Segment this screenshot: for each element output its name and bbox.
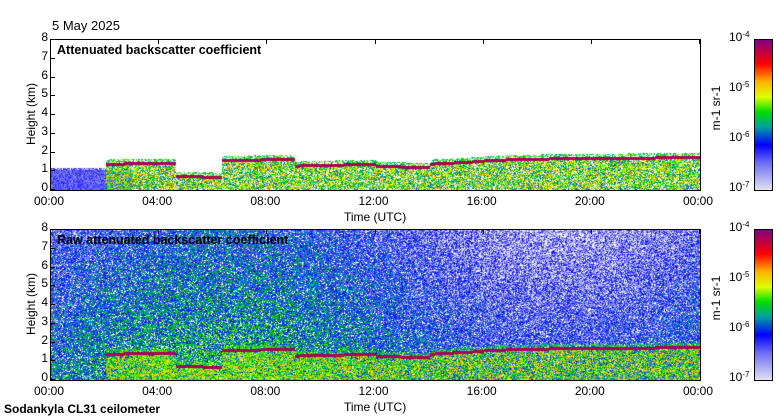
x-tick-label: 20:00 (574, 384, 605, 398)
x-tick-mark (482, 230, 484, 234)
colorbar-tick-label: 10-7 (729, 180, 750, 194)
y-tick-label: 0 (41, 370, 48, 384)
y-tick-label: 2 (41, 332, 48, 347)
colorbar-tick-label: 10-5 (729, 80, 750, 94)
x-tick-mark (266, 230, 268, 234)
x-tick-label: 00:00 (683, 384, 714, 398)
y-tick-label: 2 (41, 142, 48, 157)
y-tick-mark (51, 39, 55, 40)
y-tick-mark (51, 266, 55, 268)
colorbar-tick-label: 10-6 (729, 130, 750, 144)
exponent: -7 (742, 180, 750, 189)
colorbar (754, 39, 773, 191)
y-tick-mark (51, 229, 55, 230)
heatmap-panel-2: Raw attenuated backscatter coefficient (50, 229, 701, 381)
x-tick-mark (590, 40, 592, 44)
colorbar-tick-label: 10-7 (729, 370, 750, 384)
y-tick-label: 7 (41, 48, 48, 63)
y-tick-label: 4 (41, 105, 48, 119)
exponent: -4 (742, 30, 750, 39)
x-tick-label: 20:00 (574, 194, 605, 208)
y-axis-label: Height (km) (24, 83, 38, 146)
colorbar-tick-label: 10-6 (729, 320, 750, 334)
exponent: -5 (742, 80, 750, 89)
x-tick-mark (158, 230, 160, 234)
y-tick-label: 3 (41, 123, 48, 138)
y-tick-mark (51, 76, 55, 78)
colorbar-tick-label: 10-5 (729, 270, 750, 284)
x-tick-label: 16:00 (466, 384, 497, 398)
y-tick-label: 5 (41, 276, 48, 291)
x-tick-mark (374, 40, 376, 44)
y-tick-label: 3 (41, 313, 48, 328)
x-tick-mark (50, 40, 51, 44)
heatmap-canvas (51, 40, 700, 190)
y-tick-mark (51, 170, 55, 172)
x-tick-label: 04:00 (142, 384, 173, 398)
x-tick-mark (699, 40, 700, 44)
heatmap-panel-1: Attenuated backscatter coefficient (50, 39, 701, 191)
y-tick-label: 6 (41, 67, 48, 82)
x-tick-label: 00:00 (34, 194, 65, 208)
exponent: -6 (742, 320, 750, 329)
exponent: -6 (742, 130, 750, 139)
y-tick-label: 5 (41, 86, 48, 101)
y-tick-label: 1 (41, 351, 48, 366)
x-tick-mark (266, 40, 268, 44)
x-axis-label: Time (UTC) (344, 400, 407, 414)
y-axis-label: Height (km) (24, 273, 38, 336)
colorbar-unit-label: m-1 sr-1 (709, 275, 723, 321)
exponent: -4 (742, 220, 750, 229)
x-tick-label: 00:00 (34, 384, 65, 398)
x-tick-mark (158, 40, 160, 44)
y-tick-mark (51, 132, 55, 134)
colorbar-tick-label: 10-4 (729, 30, 750, 44)
x-tick-mark (50, 230, 51, 234)
x-tick-label: 12:00 (358, 194, 389, 208)
x-axis-label: Time (UTC) (344, 210, 407, 224)
y-tick-mark (51, 114, 55, 115)
station-label: Sodankyla CL31 ceilometer (4, 402, 161, 416)
y-tick-mark (51, 322, 55, 324)
y-tick-label: 8 (41, 220, 48, 234)
x-tick-mark (699, 230, 700, 234)
y-tick-label: 7 (41, 238, 48, 253)
colorbar (754, 229, 773, 381)
x-tick-label: 00:00 (683, 194, 714, 208)
y-tick-mark (51, 341, 55, 343)
colorbar-tick-label: 10-4 (729, 220, 750, 234)
y-tick-mark (51, 379, 55, 380)
y-tick-label: 8 (41, 30, 48, 44)
heatmap-canvas (51, 230, 700, 380)
y-tick-label: 1 (41, 161, 48, 176)
y-tick-mark (51, 247, 55, 249)
y-tick-mark (51, 304, 55, 305)
x-tick-label: 08:00 (250, 194, 281, 208)
y-tick-mark (51, 151, 55, 153)
y-tick-mark (51, 360, 55, 362)
x-tick-mark (590, 230, 592, 234)
colorbar-unit-label: m-1 sr-1 (709, 85, 723, 131)
y-tick-mark (51, 285, 55, 287)
exponent: -7 (742, 370, 750, 379)
date-label: 5 May 2025 (52, 18, 120, 33)
y-tick-label: 0 (41, 180, 48, 194)
y-tick-mark (51, 95, 55, 97)
y-tick-label: 6 (41, 257, 48, 272)
x-tick-label: 08:00 (250, 384, 281, 398)
x-tick-label: 16:00 (466, 194, 497, 208)
y-tick-mark (51, 189, 55, 190)
x-tick-label: 12:00 (358, 384, 389, 398)
x-tick-mark (374, 230, 376, 234)
panel-title: Raw attenuated backscatter coefficient (57, 233, 289, 247)
exponent: -5 (742, 270, 750, 279)
x-tick-mark (482, 40, 484, 44)
y-tick-label: 4 (41, 295, 48, 309)
x-tick-label: 04:00 (142, 194, 173, 208)
panel-title: Attenuated backscatter coefficient (57, 43, 262, 57)
y-tick-mark (51, 57, 55, 59)
